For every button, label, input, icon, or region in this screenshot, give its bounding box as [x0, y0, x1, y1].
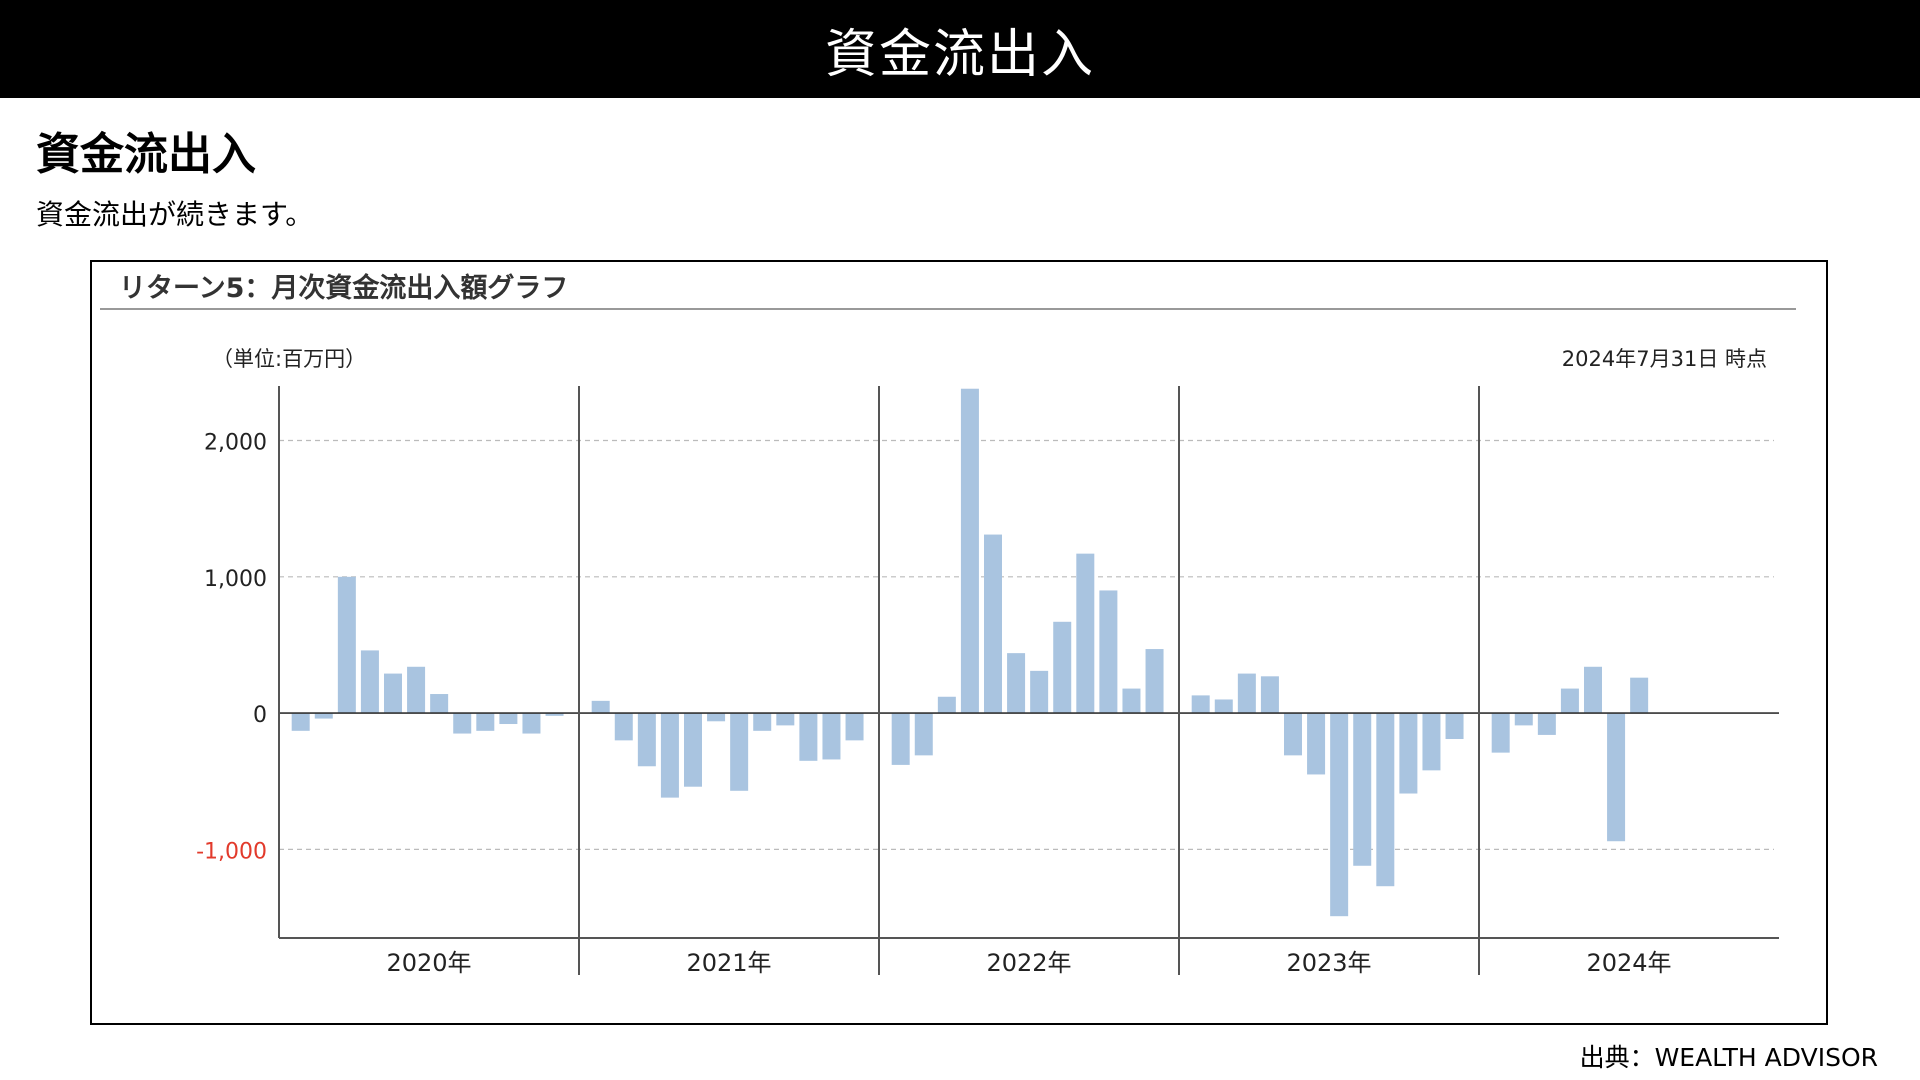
x-tick-label: 2022年 — [986, 949, 1071, 977]
bar — [1353, 713, 1372, 866]
bar — [1537, 713, 1556, 735]
bar — [660, 713, 679, 798]
bar — [776, 713, 795, 726]
x-tick-label: 2020年 — [386, 949, 471, 977]
bar — [707, 713, 726, 722]
bar — [1584, 666, 1602, 714]
bar — [407, 666, 426, 714]
bar — [1007, 653, 1026, 714]
bar — [799, 713, 818, 761]
bar — [1330, 713, 1349, 917]
bar — [1491, 713, 1510, 753]
source-credit: 出典：WEALTH ADVISOR — [1579, 1043, 1878, 1072]
bar — [314, 713, 333, 719]
bar — [845, 713, 864, 741]
as-of-date: 2024年7月31日 時点 — [1562, 347, 1767, 371]
chart-panel-title: リターン5：月次資金流出入額グラフ — [119, 273, 569, 304]
y-tick-label: 0 — [253, 703, 267, 728]
bar — [684, 713, 702, 787]
bar — [1214, 699, 1233, 714]
section-heading: 資金流出入 — [36, 129, 256, 180]
bar — [360, 650, 379, 714]
y-tick-label: -1,000 — [196, 839, 267, 864]
bar — [499, 713, 518, 725]
bar — [1514, 713, 1533, 726]
bar — [637, 713, 656, 767]
bar — [1145, 649, 1164, 714]
bar — [1422, 713, 1441, 771]
bar — [1076, 553, 1095, 714]
bar — [1122, 688, 1141, 714]
bar — [891, 713, 910, 765]
unit-label: （単位:百万円） — [212, 347, 366, 371]
bar — [591, 700, 610, 714]
y-tick-label: 1,000 — [204, 567, 267, 592]
fund-flow-bar-chart: 2,000 1,000 0 -1,000 2020年 2021年 2022年 2023年 202… — [196, 347, 1779, 977]
bar — [453, 713, 472, 734]
bar — [1030, 670, 1049, 714]
x-tick-label: 2023年 — [1286, 949, 1371, 977]
bar — [1260, 676, 1279, 714]
bar — [984, 534, 1002, 714]
bar — [1284, 713, 1302, 756]
chart-panel: リターン5：月次資金流出入額グラフ 2,000 1,000 0 -1,000 2020年… — [90, 260, 1828, 1025]
bar — [1399, 713, 1418, 794]
y-tick-label: 2,000 — [204, 431, 267, 456]
x-tick-label: 2021年 — [686, 949, 771, 977]
chart-panel-divider — [100, 308, 1796, 310]
bar — [522, 713, 541, 734]
bar — [1560, 688, 1579, 714]
bar — [1191, 695, 1210, 714]
bar — [937, 696, 956, 714]
bar — [614, 713, 633, 741]
bar — [1630, 677, 1649, 714]
bar — [1307, 713, 1326, 775]
bar — [1237, 673, 1256, 714]
bar — [545, 713, 564, 716]
bar — [430, 694, 449, 714]
bar — [1445, 713, 1464, 740]
bar — [384, 673, 402, 714]
bar — [337, 576, 356, 714]
x-tick-label: 2024年 — [1586, 949, 1671, 977]
banner-title: 資金流出入 — [824, 24, 1095, 85]
bar — [291, 713, 310, 731]
bar — [914, 713, 933, 756]
bar — [1099, 590, 1118, 714]
bar — [730, 713, 749, 791]
bar — [822, 713, 841, 760]
section-description: 資金流出が続きます。 — [36, 198, 314, 231]
bar — [476, 713, 495, 731]
bar — [960, 388, 979, 714]
bar — [1607, 713, 1626, 842]
bar — [753, 713, 772, 731]
title-banner: 資金流出入 — [0, 0, 1920, 98]
bar — [1053, 621, 1072, 714]
bar — [1376, 713, 1395, 887]
